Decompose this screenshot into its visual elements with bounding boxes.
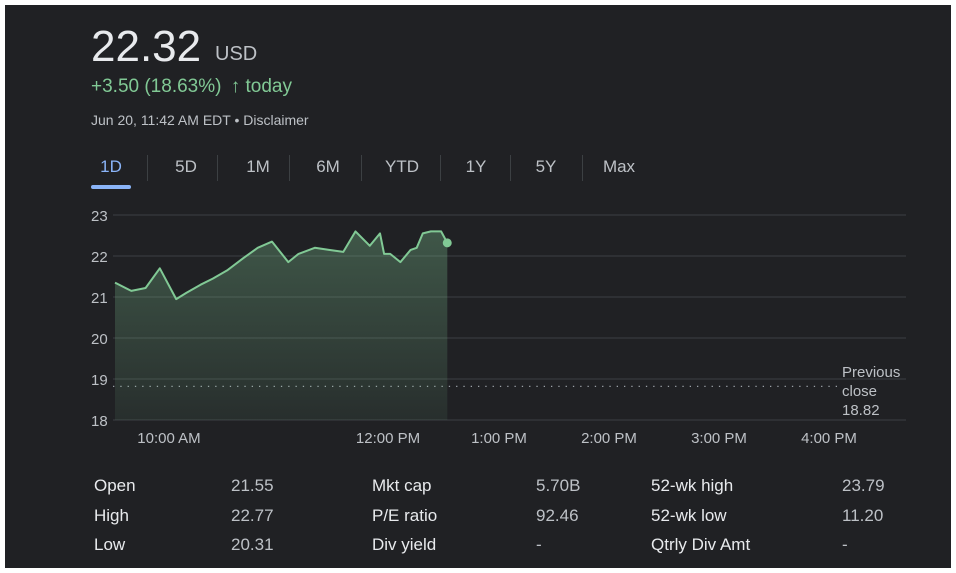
x-tick-label: 2:00 PM <box>581 430 637 447</box>
y-axis-labels: 23 22 21 20 19 18 <box>91 208 108 430</box>
stat-high-label: High <box>94 506 129 525</box>
y-tick-label: 21 <box>91 290 108 307</box>
separator-dot: • <box>234 112 240 128</box>
tab-divider <box>582 155 583 181</box>
active-tab-indicator <box>91 185 131 189</box>
price-line <box>114 230 449 301</box>
x-tick-label: 1:00 PM <box>471 430 527 447</box>
tab-max[interactable]: Max <box>602 157 636 176</box>
stat-divyield-value: - <box>536 535 542 554</box>
stat-pe-value: 92.46 <box>536 506 579 525</box>
tab-1y[interactable]: 1Y <box>465 157 487 176</box>
price-area-fill <box>115 231 448 420</box>
current-price-dot <box>442 238 452 248</box>
tab-divider <box>289 155 290 181</box>
stat-qtrly-div-value: - <box>842 535 848 554</box>
tab-ytd[interactable]: YTD <box>385 157 419 176</box>
stock-quote-panel: 22.32 USD +3.50 (18.63%) ↑ today Jun 20,… <box>5 5 951 568</box>
previous-close-value: 18.82 <box>842 402 880 419</box>
stat-52wk-high-label: 52-wk high <box>651 476 734 495</box>
current-price: 22.32 <box>91 22 202 71</box>
stat-mktcap-value: 5.70B <box>536 476 581 495</box>
x-tick-label: 12:00 PM <box>356 430 420 447</box>
tab-1d[interactable]: 1D <box>100 157 122 176</box>
tab-5d[interactable]: 5D <box>175 157 197 176</box>
y-tick-label: 19 <box>91 372 108 389</box>
tab-5y[interactable]: 5Y <box>535 157 557 176</box>
stat-divyield-label: Div yield <box>372 535 437 554</box>
y-tick-label: 22 <box>91 249 108 266</box>
stat-low-label: Low <box>94 535 126 554</box>
x-tick-label: 3:00 PM <box>691 430 747 447</box>
price-change: +3.50 (18.63%) ↑ today <box>91 75 292 99</box>
y-tick-label: 18 <box>91 413 108 430</box>
x-tick-label: 10:00 AM <box>137 430 200 447</box>
change-value: +3.50 (18.63%) <box>91 76 222 97</box>
x-tick-label: 4:00 PM <box>801 430 857 447</box>
x-axis-labels: 10:00 AM 12:00 PM 1:00 PM 2:00 PM 3:00 PM 4:0… <box>137 430 857 447</box>
change-suffix: today <box>245 76 292 97</box>
tab-6m[interactable]: 6M <box>316 157 340 176</box>
stat-open-label: Open <box>94 476 136 495</box>
stat-52wk-low-value: 11.20 <box>842 506 884 525</box>
stat-open-value: 21.55 <box>231 476 274 495</box>
tab-divider <box>440 155 441 181</box>
stat-pe-label: P/E ratio <box>372 506 438 525</box>
quote-timestamp: Jun 20, 11:42 AM EDT • Disclaimer <box>91 112 309 128</box>
y-tick-label: 20 <box>91 331 108 348</box>
tab-divider <box>147 155 148 181</box>
previous-close-label: Previous <box>842 364 900 381</box>
price-chart[interactable]: 23 22 21 20 19 18 10:00 AM 12:00 PM 1:00 PM 2:00… <box>5 5 951 465</box>
tab-1m[interactable]: 1M <box>246 157 270 176</box>
tab-divider <box>361 155 362 181</box>
arrow-up-icon: ↑ <box>230 76 241 97</box>
disclaimer-link[interactable]: Disclaimer <box>243 112 309 128</box>
stat-high-value: 22.77 <box>231 506 274 525</box>
tab-divider <box>217 155 218 181</box>
stat-52wk-low-label: 52-wk low <box>651 506 727 525</box>
tab-divider <box>510 155 511 181</box>
previous-close-label-line2: close <box>842 383 877 400</box>
stat-52wk-high-value: 23.79 <box>842 476 885 495</box>
y-tick-label: 23 <box>91 208 108 225</box>
stat-mktcap-label: Mkt cap <box>372 476 432 495</box>
currency-label: USD <box>215 43 258 65</box>
stat-low-value: 20.31 <box>231 535 274 554</box>
stat-qtrly-div-label: Qtrly Div Amt <box>651 535 751 554</box>
timestamp-text: Jun 20, 11:42 AM EDT <box>91 112 231 128</box>
